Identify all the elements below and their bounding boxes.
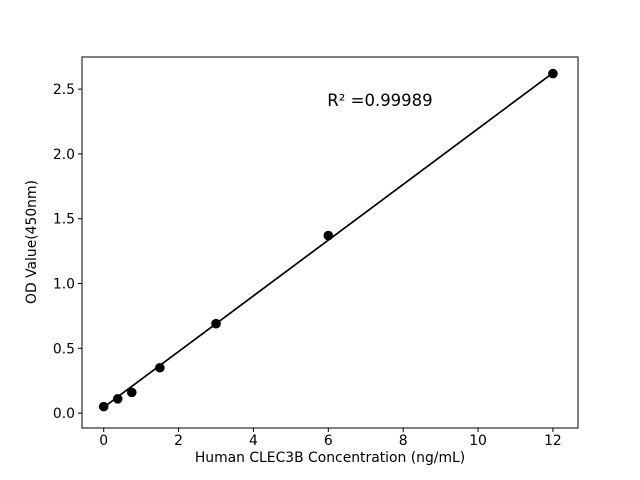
x-axis-label: Human CLEC3B Concentration (ng/mL) [194,450,466,466]
y-tick-label: 0.0 [53,406,75,422]
x-tick-label: 2 [174,433,183,449]
x-tick-label: 4 [249,433,258,449]
y-tick-label: 0.5 [53,341,75,357]
plot-border [81,56,579,429]
y-tick-label: 2.5 [53,82,75,98]
x-tick-label: 12 [544,433,562,449]
data-point [211,318,221,329]
y-tick-label: 2.0 [53,147,75,163]
data-point [323,230,334,241]
y-tick-label: 1.0 [53,277,75,293]
data-point [98,401,109,412]
x-tick-label: 6 [324,433,333,449]
data-point [112,394,123,404]
y-axis-label: OD Value(450nm) [24,180,40,304]
x-tick-label: 8 [399,433,408,449]
data-point [155,362,165,373]
r-squared-annotation: R² =0.99989 [327,91,433,110]
x-tick-label: 0 [99,433,108,449]
x-tick-label: 10 [469,433,487,449]
data-point [126,387,137,398]
y-tick-label: 1.5 [53,212,75,228]
data-point [548,68,558,79]
